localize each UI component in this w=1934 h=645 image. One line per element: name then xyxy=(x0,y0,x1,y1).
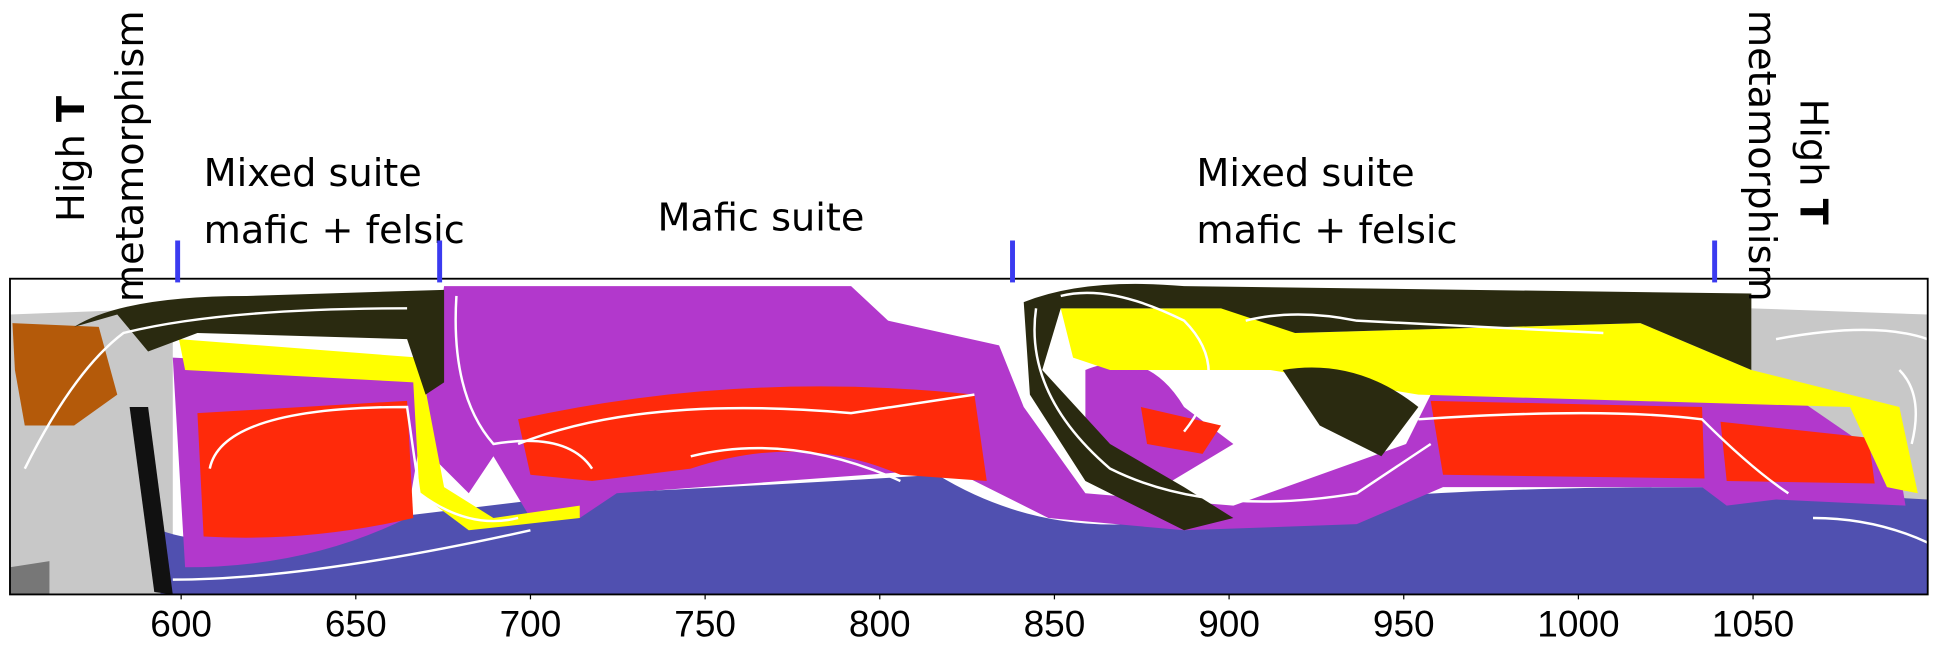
x-tick-label: 600 xyxy=(150,603,212,644)
x-tick-label: 700 xyxy=(500,603,562,644)
x-tick-label: 750 xyxy=(674,603,736,644)
x-tick-label: 900 xyxy=(1198,603,1260,644)
x-tick-label: 1000 xyxy=(1537,603,1619,644)
x-tick-label: 800 xyxy=(849,603,911,644)
metamorphism-label: metamorphism xyxy=(109,10,153,302)
label-text: T xyxy=(1791,199,1835,225)
suite-name: Mafic suite xyxy=(657,197,864,241)
section-image xyxy=(9,277,1929,596)
label-text: T xyxy=(50,96,94,122)
suite-detail: mafic + felsic xyxy=(1196,209,1457,253)
high-t-label: High T xyxy=(1791,99,1835,225)
metamorphism-label: metamorphism xyxy=(1739,10,1783,302)
suite-name: Mixed suite xyxy=(1196,152,1414,196)
label-text: High xyxy=(50,134,94,222)
suite-name: Mixed suite xyxy=(204,152,422,196)
high-t-label: High T xyxy=(50,96,94,222)
x-tick-label: 950 xyxy=(1373,603,1435,644)
x-tick-label: 1050 xyxy=(1712,603,1794,644)
label-text: High xyxy=(1791,99,1835,187)
x-tick-label: 850 xyxy=(1024,603,1086,644)
x-tick-label: 650 xyxy=(325,603,387,644)
suite-detail: mafic + felsic xyxy=(204,209,465,253)
